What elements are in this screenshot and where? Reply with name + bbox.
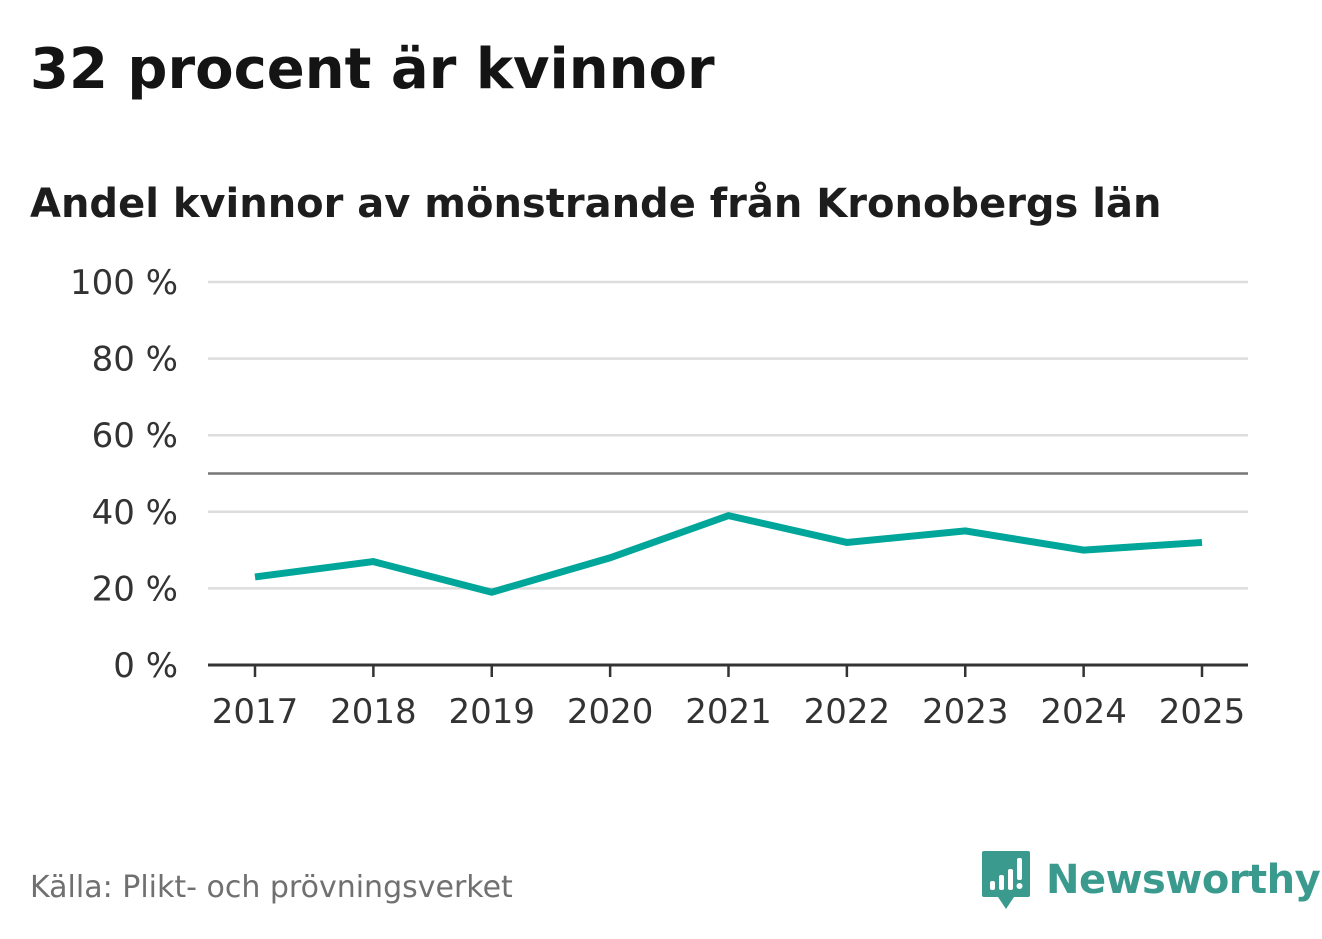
x-tick-label: 2018: [330, 692, 417, 732]
x-tick-label: 2022: [804, 692, 891, 732]
y-tick-label: 40 %: [92, 493, 178, 533]
x-tick-label: 2020: [567, 692, 654, 732]
y-tick-label: 100 %: [70, 263, 178, 303]
series-line: [254, 511, 1203, 596]
chart-title: 32 procent är kvinnor: [30, 37, 715, 102]
y-tick-label: 60 %: [92, 416, 178, 456]
x-tick-label: 2017: [212, 692, 299, 732]
y-tick-label: 80 %: [92, 340, 178, 380]
source-note: Källa: Plikt- och prövningsverket: [30, 870, 513, 905]
x-tick-label: 2024: [1040, 692, 1127, 732]
y-tick-label: 20 %: [92, 569, 178, 609]
newsworthy-logo-icon: [982, 851, 1030, 909]
brand: Newsworthy: [980, 848, 1321, 912]
x-tick-label: 2023: [922, 692, 1009, 732]
chart-subtitle: Andel kvinnor av mönstrande från Kronobe…: [30, 181, 1162, 227]
brand-name: Newsworthy: [1046, 857, 1321, 903]
x-tick-label: 2021: [685, 692, 772, 732]
x-tick-label: 2025: [1159, 692, 1246, 732]
x-tick-label: 2019: [448, 692, 535, 732]
y-tick-label: 0 %: [113, 646, 178, 686]
